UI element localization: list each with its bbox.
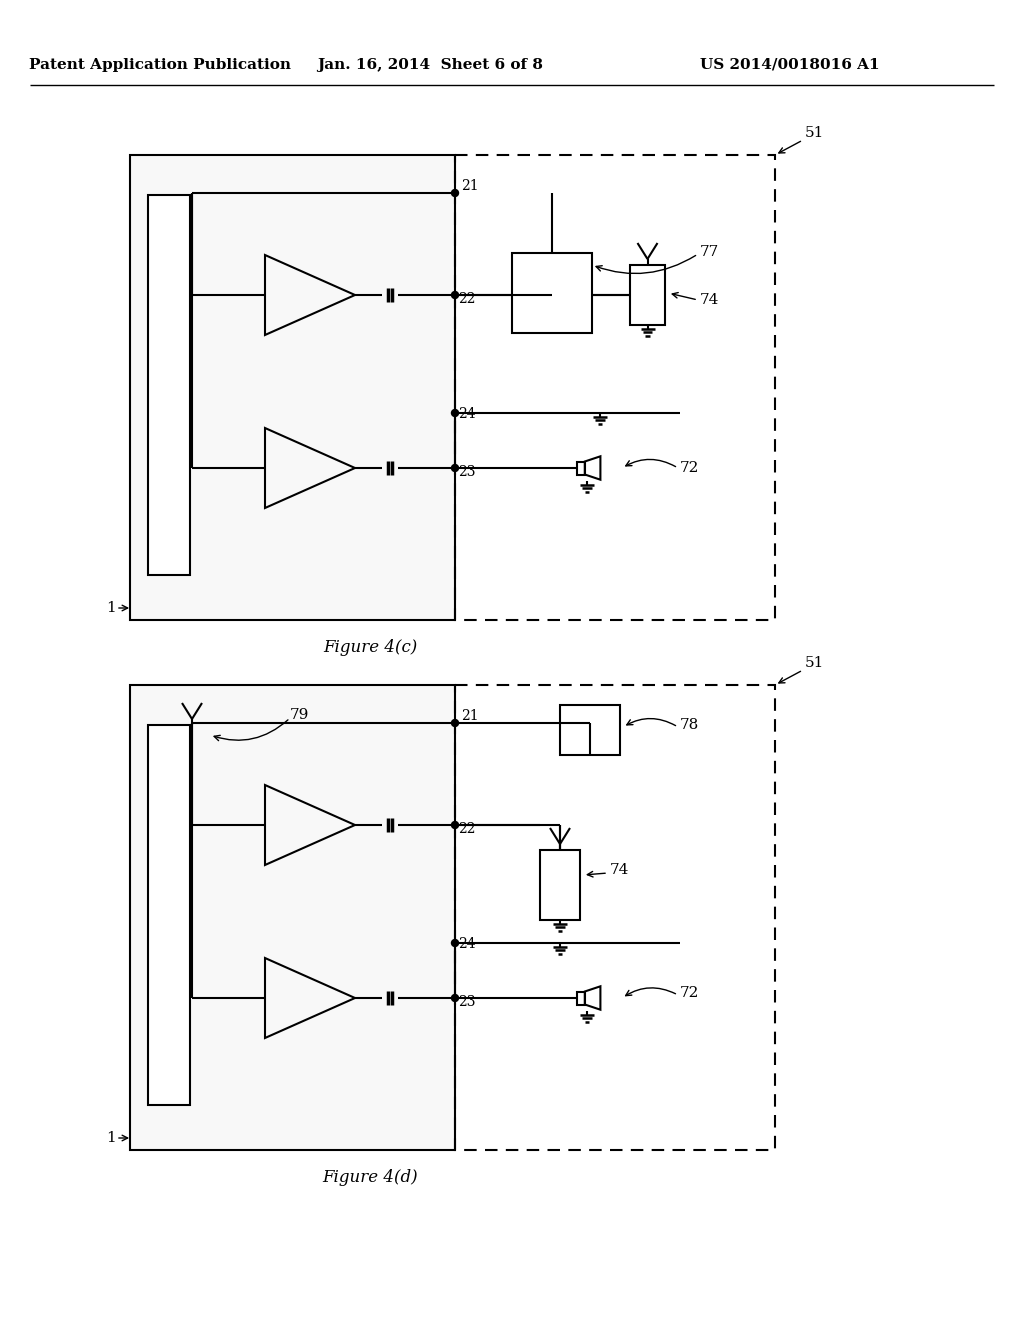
Text: Jan. 16, 2014  Sheet 6 of 8: Jan. 16, 2014 Sheet 6 of 8 [317, 58, 543, 73]
Text: Figure 4(c): Figure 4(c) [323, 639, 417, 656]
Text: 22: 22 [458, 822, 475, 836]
Circle shape [452, 994, 459, 1002]
Text: Figure 4(d): Figure 4(d) [323, 1170, 418, 1187]
Text: 78: 78 [680, 718, 699, 733]
Bar [148, 195, 190, 576]
Bar [560, 705, 620, 755]
Circle shape [452, 465, 459, 471]
Text: US 2014/0018016 A1: US 2014/0018016 A1 [700, 58, 880, 73]
Text: 22: 22 [458, 292, 475, 306]
Text: 24: 24 [458, 937, 475, 950]
Text: 1: 1 [106, 601, 116, 615]
Circle shape [452, 821, 459, 829]
Text: 72: 72 [680, 461, 699, 475]
Text: 72: 72 [680, 986, 699, 1001]
Text: 74: 74 [700, 293, 720, 308]
Circle shape [452, 719, 459, 726]
Text: 51: 51 [805, 656, 824, 671]
Text: 74: 74 [610, 863, 630, 876]
Bar [577, 462, 585, 474]
Bar [577, 991, 585, 1005]
Text: 79: 79 [290, 708, 309, 722]
Text: 21: 21 [461, 709, 478, 723]
Text: 51: 51 [805, 125, 824, 140]
Bar [455, 154, 775, 620]
Bar [148, 725, 190, 1105]
Text: 1: 1 [106, 1131, 116, 1144]
Bar [130, 685, 455, 1150]
Text: 23: 23 [458, 465, 475, 479]
Text: Patent Application Publication: Patent Application Publication [29, 58, 291, 73]
Text: 24: 24 [458, 407, 475, 421]
Bar [630, 265, 665, 325]
Bar [455, 685, 775, 1150]
Circle shape [452, 292, 459, 298]
Circle shape [452, 409, 459, 417]
Circle shape [452, 190, 459, 197]
Bar [540, 850, 580, 920]
Text: 21: 21 [461, 180, 478, 193]
Circle shape [452, 940, 459, 946]
Bar [512, 253, 592, 333]
Text: 77: 77 [700, 246, 719, 259]
Text: 23: 23 [458, 995, 475, 1008]
Bar [130, 154, 455, 620]
